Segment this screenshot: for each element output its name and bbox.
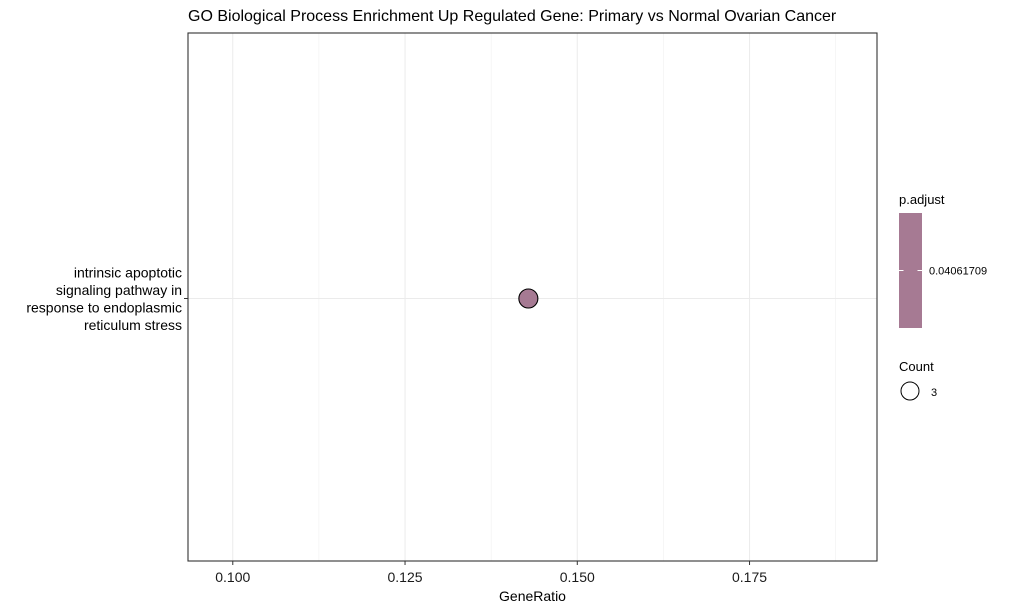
legend-size-key bbox=[900, 381, 920, 401]
y-category-label: intrinsic apoptotic bbox=[74, 264, 182, 280]
data-points bbox=[518, 288, 539, 309]
x-tick-label: 0.175 bbox=[732, 569, 767, 585]
y-category-label: response to endoplasmic bbox=[26, 299, 182, 315]
y-category-label: signaling pathway in bbox=[56, 282, 182, 298]
x-tick-label: 0.125 bbox=[388, 569, 423, 585]
grid-lines bbox=[188, 33, 877, 561]
x-axis-title: GeneRatio bbox=[499, 588, 566, 604]
chart-title: GO Biological Process Enrichment Up Regu… bbox=[188, 8, 837, 25]
plot-panel-border bbox=[187, 32, 878, 562]
legend-size-title: Count bbox=[899, 359, 934, 374]
legend-color-bar bbox=[899, 213, 922, 328]
x-axis: 0.100 0.125 0.150 0.175 bbox=[215, 561, 767, 585]
data-point bbox=[518, 288, 539, 309]
plot-panel bbox=[187, 32, 878, 562]
legend-color-label: 0.04061709 bbox=[929, 266, 987, 278]
legend-size-label: 3 bbox=[931, 387, 937, 399]
x-tick-label: 0.150 bbox=[560, 569, 595, 585]
x-tick-label: 0.100 bbox=[215, 569, 250, 585]
y-category-label: reticulum stress bbox=[84, 317, 182, 333]
legend-color-title: p.adjust bbox=[899, 192, 945, 207]
legend: p.adjust 0.04061709 Count 3 bbox=[899, 192, 987, 401]
